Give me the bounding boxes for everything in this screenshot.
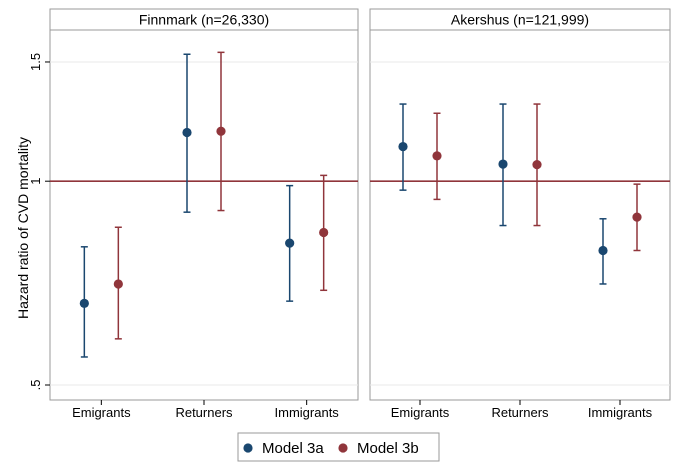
- panel-2: Akershus (n=121,999) Emigrants Returners Im…: [369, 8, 671, 420]
- plot-area: [369, 29, 671, 401]
- point-estimate: [319, 227, 329, 238]
- legend-box: [237, 432, 440, 462]
- ci-marker-model-3a: [398, 103, 408, 191]
- point-estimate: [79, 298, 89, 308]
- x-tick-label: Immigrants: [588, 405, 653, 420]
- point-estimate: [432, 151, 442, 161]
- legend-label: Model 3a: [262, 440, 324, 457]
- y-tick-label: 1.5: [28, 53, 43, 71]
- ci-marker-model-3a: [598, 218, 608, 285]
- ci-marker-model-3a: [182, 53, 192, 213]
- ci-marker-model-3b: [216, 51, 226, 212]
- y-tick-label: .5: [28, 380, 43, 391]
- legend: Model 3a Model 3b: [237, 432, 440, 462]
- ci-marker-model-3b: [532, 103, 542, 227]
- x-tick-label: Immigrants: [275, 405, 340, 420]
- panel-strip: [49, 8, 359, 31]
- ci-marker-model-3b: [319, 174, 329, 292]
- x-tick-label: Emigrants: [391, 405, 450, 420]
- point-estimate: [632, 212, 642, 222]
- point-estimate: [598, 245, 608, 256]
- panel-1: Finnmark (n=26,330) Emigrants Returners Imm…: [49, 8, 359, 420]
- ci-marker-model-3a: [498, 103, 508, 227]
- point-estimate: [113, 279, 123, 289]
- ci-marker-model-3b: [113, 226, 123, 340]
- x-tick-label: Emigrants: [72, 405, 131, 420]
- panel-title: Akershus (n=121,999): [451, 12, 589, 28]
- point-estimate: [182, 127, 192, 138]
- point-estimate: [498, 159, 508, 169]
- legend-marker-model-3a: [243, 443, 253, 453]
- ci-marker-model-3b: [432, 112, 442, 201]
- point-estimate: [285, 238, 295, 248]
- point-estimate: [216, 126, 226, 136]
- ci-marker-model-3a: [79, 246, 89, 358]
- legend-label: Model 3b: [357, 440, 419, 457]
- legend-marker-model-3b: [338, 443, 348, 453]
- x-tick-label: Returners: [175, 405, 233, 420]
- plot-area: [49, 29, 359, 401]
- point-estimate: [532, 160, 542, 170]
- x-tick-label: Returners: [491, 405, 549, 420]
- panel-strip: [369, 8, 671, 31]
- y-tick-label: 1: [28, 178, 43, 185]
- y-axis: .5 1 1.5: [28, 53, 50, 390]
- y-axis-title: Hazard ratio of CVD mortality: [15, 137, 31, 319]
- ci-marker-model-3b: [632, 183, 642, 252]
- chart-panels: Finnmark (n=26,330) Emigrants Returners Imm…: [28, 8, 671, 420]
- ci-marker-model-3a: [285, 184, 295, 302]
- point-estimate: [398, 141, 408, 152]
- panel-title: Finnmark (n=26,330): [139, 12, 269, 28]
